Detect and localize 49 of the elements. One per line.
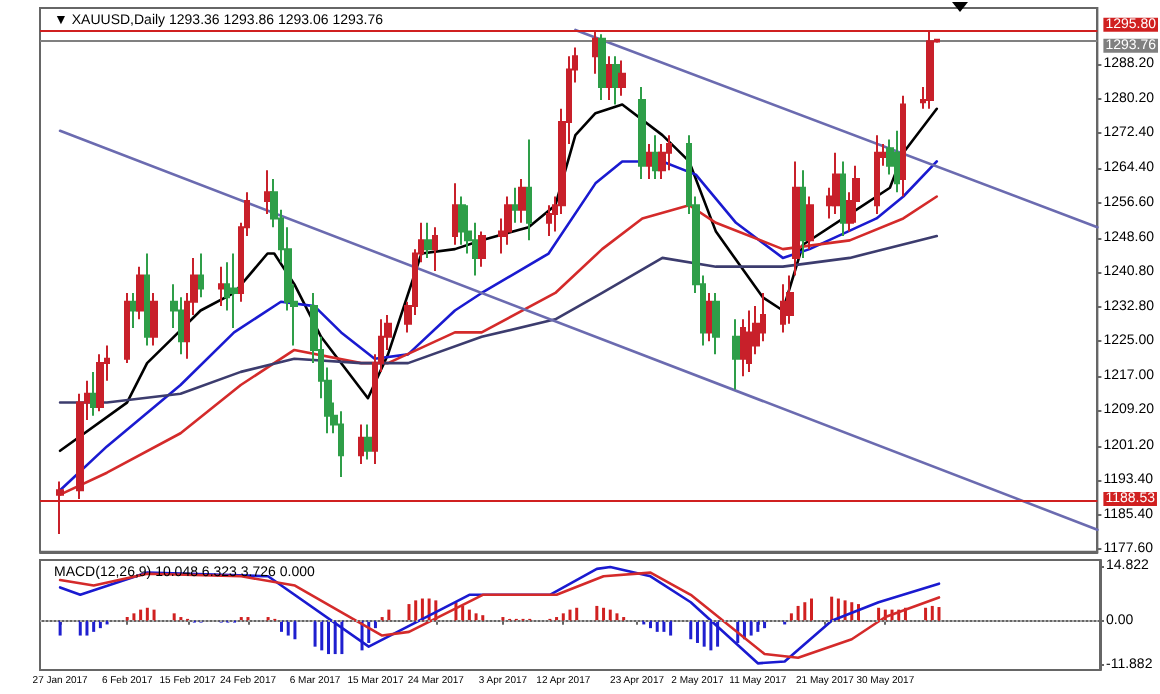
candlestick (638, 85, 646, 180)
candlestick (198, 252, 204, 299)
candlestick (606, 55, 612, 102)
candlestick (124, 291, 130, 365)
candlestick (518, 177, 526, 224)
candlestick (512, 186, 518, 224)
candlestick (800, 169, 806, 259)
candlestick (90, 370, 98, 417)
candlestick (136, 265, 144, 321)
line-series (58, 103, 939, 453)
candlestick (546, 204, 552, 237)
candlestick (740, 318, 746, 378)
candlestick (150, 291, 158, 347)
candlestick (452, 182, 458, 246)
candlestick (894, 129, 900, 194)
candlestick (264, 169, 272, 216)
candlestick (780, 283, 786, 334)
candlestick (786, 274, 794, 325)
candlestick (840, 160, 846, 237)
candlestick (458, 195, 466, 246)
candlestick (874, 134, 880, 216)
candlestick (900, 94, 906, 198)
candlestick (652, 134, 660, 180)
candlestick (732, 318, 740, 391)
candlestick (658, 142, 666, 180)
candlestick (712, 291, 720, 356)
candlestick (130, 291, 138, 330)
candlestick (618, 59, 626, 97)
candlestick (144, 252, 150, 347)
candlestick (598, 33, 606, 102)
candlestick (96, 353, 104, 413)
candlestick (706, 291, 712, 343)
candlestick (230, 252, 238, 330)
candlestick (832, 151, 840, 216)
candlestick (646, 142, 652, 180)
line-series (58, 234, 939, 404)
candlestick (364, 423, 372, 461)
candlestick (338, 410, 344, 479)
candlestick (504, 195, 512, 246)
candlestick (432, 226, 438, 273)
candlestick (746, 309, 752, 373)
candlestick (612, 55, 620, 106)
candlestick (666, 134, 672, 172)
candlestick (424, 221, 432, 259)
candlestick (852, 164, 860, 224)
candlestick (218, 265, 224, 308)
candlestick (478, 230, 486, 268)
candlestick (526, 138, 532, 242)
candlestick (358, 423, 364, 465)
